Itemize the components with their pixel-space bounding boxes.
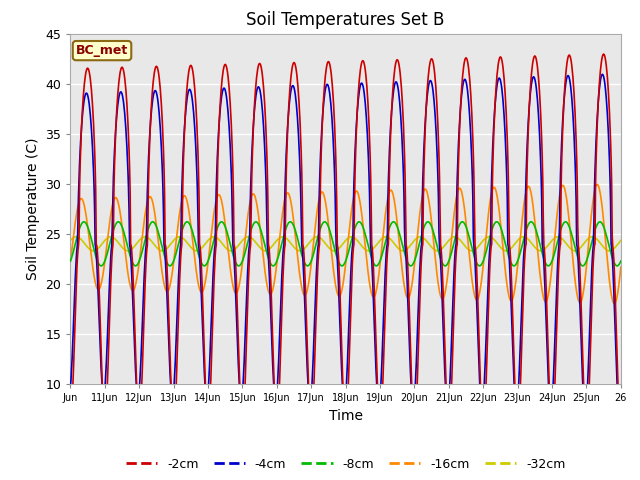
Title: Soil Temperatures Set B: Soil Temperatures Set B xyxy=(246,11,445,29)
Text: BC_met: BC_met xyxy=(76,44,128,57)
X-axis label: Time: Time xyxy=(328,408,363,422)
Y-axis label: Soil Temperature (C): Soil Temperature (C) xyxy=(26,138,40,280)
Legend: -2cm, -4cm, -8cm, -16cm, -32cm: -2cm, -4cm, -8cm, -16cm, -32cm xyxy=(121,453,570,476)
